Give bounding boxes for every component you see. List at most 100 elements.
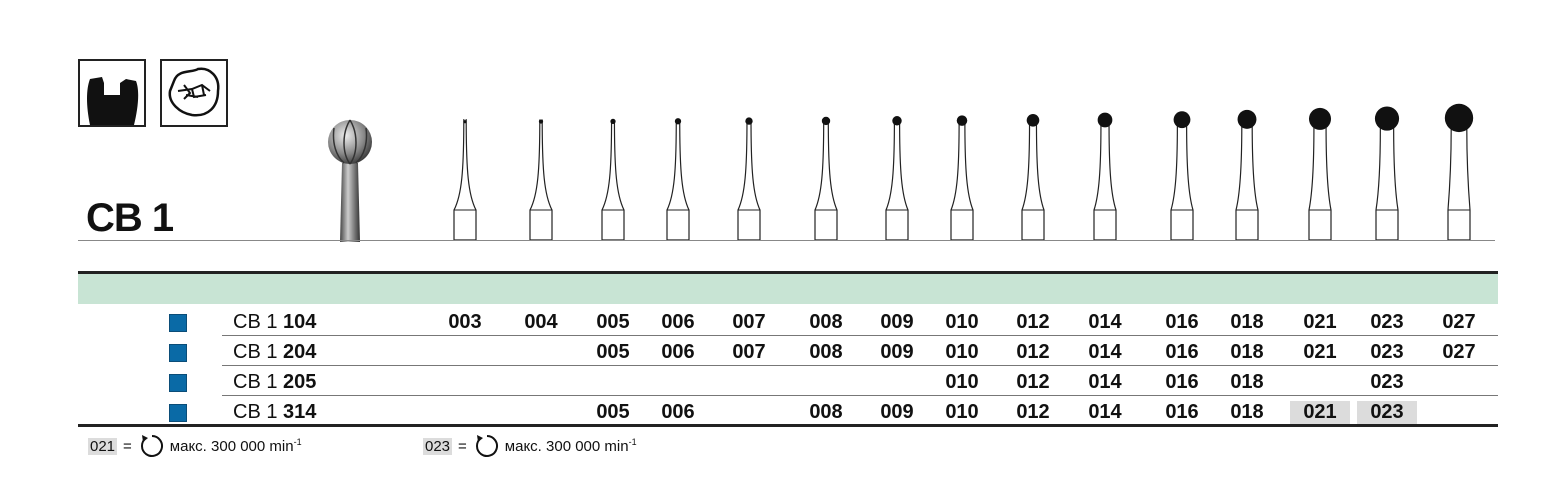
size-cell: 009: [880, 311, 914, 333]
footnote-text: макс. 300 000 min: [504, 438, 629, 455]
code-prefix: CB 1: [233, 371, 278, 393]
code-prefix: CB 1: [233, 341, 278, 363]
product-code: CB 1 204: [233, 341, 316, 364]
code-prefix: CB 1: [233, 401, 278, 423]
table-row: CB 1 204 005 006 007 008 009 010 012 014 016 018 02…: [0, 336, 1555, 366]
size-cell: 018: [1230, 401, 1264, 423]
crown-preparation-icon: [78, 59, 146, 127]
size-cell: 014: [1088, 401, 1122, 423]
size-cell: 016: [1165, 401, 1199, 423]
size-cell: 027: [1442, 311, 1476, 333]
bur-drawing-018: [1235, 109, 1259, 241]
code-suffix: 204: [283, 341, 317, 363]
size-cell: 023: [1370, 311, 1404, 333]
bur-drawing-004: [529, 119, 553, 241]
footnote: 021 = макс. 300 000 min-1: [88, 433, 302, 459]
bur-size-drawings: [453, 103, 1474, 241]
size-cell: 009: [880, 401, 914, 423]
size-cell: 005: [596, 341, 630, 363]
size-cell: 016: [1165, 371, 1199, 393]
size-cell: 006: [661, 401, 695, 423]
size-cell: 007: [732, 341, 766, 363]
size-cell: 016: [1165, 311, 1199, 333]
table-header-band: [78, 274, 1498, 304]
bur-drawing-008: [814, 116, 838, 241]
bur-drawing-005: [601, 118, 625, 241]
size-cell: 018: [1230, 341, 1264, 363]
equals: =: [458, 437, 467, 455]
size-cell: 018: [1230, 311, 1264, 333]
size-cell: 010: [945, 341, 979, 363]
table-row: CB 1 104 003 004 005 006 007 008 009 010 012 014 01…: [0, 306, 1555, 336]
size-cell: 014: [1088, 341, 1122, 363]
bur-drawing-009: [885, 116, 909, 241]
bur-drawing-014: [1093, 112, 1117, 241]
row-divider: [222, 395, 1498, 396]
row-divider: [222, 365, 1498, 366]
code-suffix: 314: [283, 401, 317, 423]
bur-drawing-006: [666, 118, 690, 241]
size-cell: 009: [880, 341, 914, 363]
product-code: CB 1 104: [233, 311, 316, 334]
size-cell: 012: [1016, 311, 1050, 333]
superscript: -1: [628, 437, 637, 447]
size-cell: 006: [661, 341, 695, 363]
bur-drawing-027: [1444, 103, 1474, 241]
superscript: -1: [293, 437, 302, 447]
size-cell: 014: [1088, 371, 1122, 393]
footnote-text: макс. 300 000 min: [169, 438, 294, 455]
size-cell: 006: [661, 311, 695, 333]
code-suffix: 205: [283, 371, 317, 393]
size-cell: 004: [524, 311, 558, 333]
color-code-square: [169, 344, 187, 362]
footnote: 023 = макс. 300 000 min-1: [423, 433, 637, 459]
size-cell: 010: [945, 401, 979, 423]
bur-drawing-007: [737, 117, 761, 241]
size-cell: 027: [1442, 341, 1476, 363]
size-cell: 016: [1165, 341, 1199, 363]
bur-photo: [328, 119, 372, 242]
code-suffix: 104: [283, 311, 317, 333]
code-prefix: CB 1: [233, 311, 278, 333]
table-top-rule: [78, 271, 1498, 274]
color-code-square: [169, 374, 187, 392]
bur-drawing-021: [1308, 107, 1332, 241]
size-cell: 023: [1370, 341, 1404, 363]
size-cell: 018: [1230, 371, 1264, 393]
footnote-size: 021: [88, 437, 118, 455]
size-cell: 008: [809, 401, 843, 423]
size-cell: 010: [945, 371, 979, 393]
size-cell: 003: [448, 311, 482, 333]
size-cell: 021: [1303, 341, 1337, 363]
size-cell: 005: [596, 311, 630, 333]
size-cell: 014: [1088, 311, 1122, 333]
bur-drawing-003: [453, 119, 477, 241]
rotation-icon: [475, 435, 498, 457]
bur-drawing-010: [950, 115, 974, 241]
size-cell: 012: [1016, 341, 1050, 363]
size-cell: 012: [1016, 401, 1050, 423]
bur-drawing-023: [1374, 106, 1400, 241]
size-cell: 008: [809, 311, 843, 333]
occlusal-fissure-icon: [160, 59, 228, 127]
product-code: CB 1 314: [233, 401, 316, 424]
size-cell: 023: [1370, 371, 1404, 393]
size-cell: 012: [1016, 371, 1050, 393]
size-cell: 008: [809, 341, 843, 363]
footnote-size: 023: [423, 437, 453, 455]
table-row: CB 1 205 010 012 014 016 018 023: [0, 366, 1555, 396]
size-cell: 005: [596, 401, 630, 423]
size-cell: 010: [945, 311, 979, 333]
equals: =: [123, 437, 132, 455]
page-title: CB 1: [86, 196, 174, 240]
bur-drawing-016: [1170, 111, 1194, 241]
table-bottom-rule: [78, 424, 1498, 427]
divider: [78, 240, 1495, 241]
row-divider: [222, 335, 1498, 336]
size-cell: 007: [732, 311, 766, 333]
bur-drawing-012: [1021, 114, 1045, 241]
color-code-square: [169, 404, 187, 422]
color-code-square: [169, 314, 187, 332]
product-code: CB 1 205: [233, 371, 316, 394]
table-row: CB 1 314 005 006 008 009 010 012 014 016 018 021 02…: [0, 396, 1555, 426]
